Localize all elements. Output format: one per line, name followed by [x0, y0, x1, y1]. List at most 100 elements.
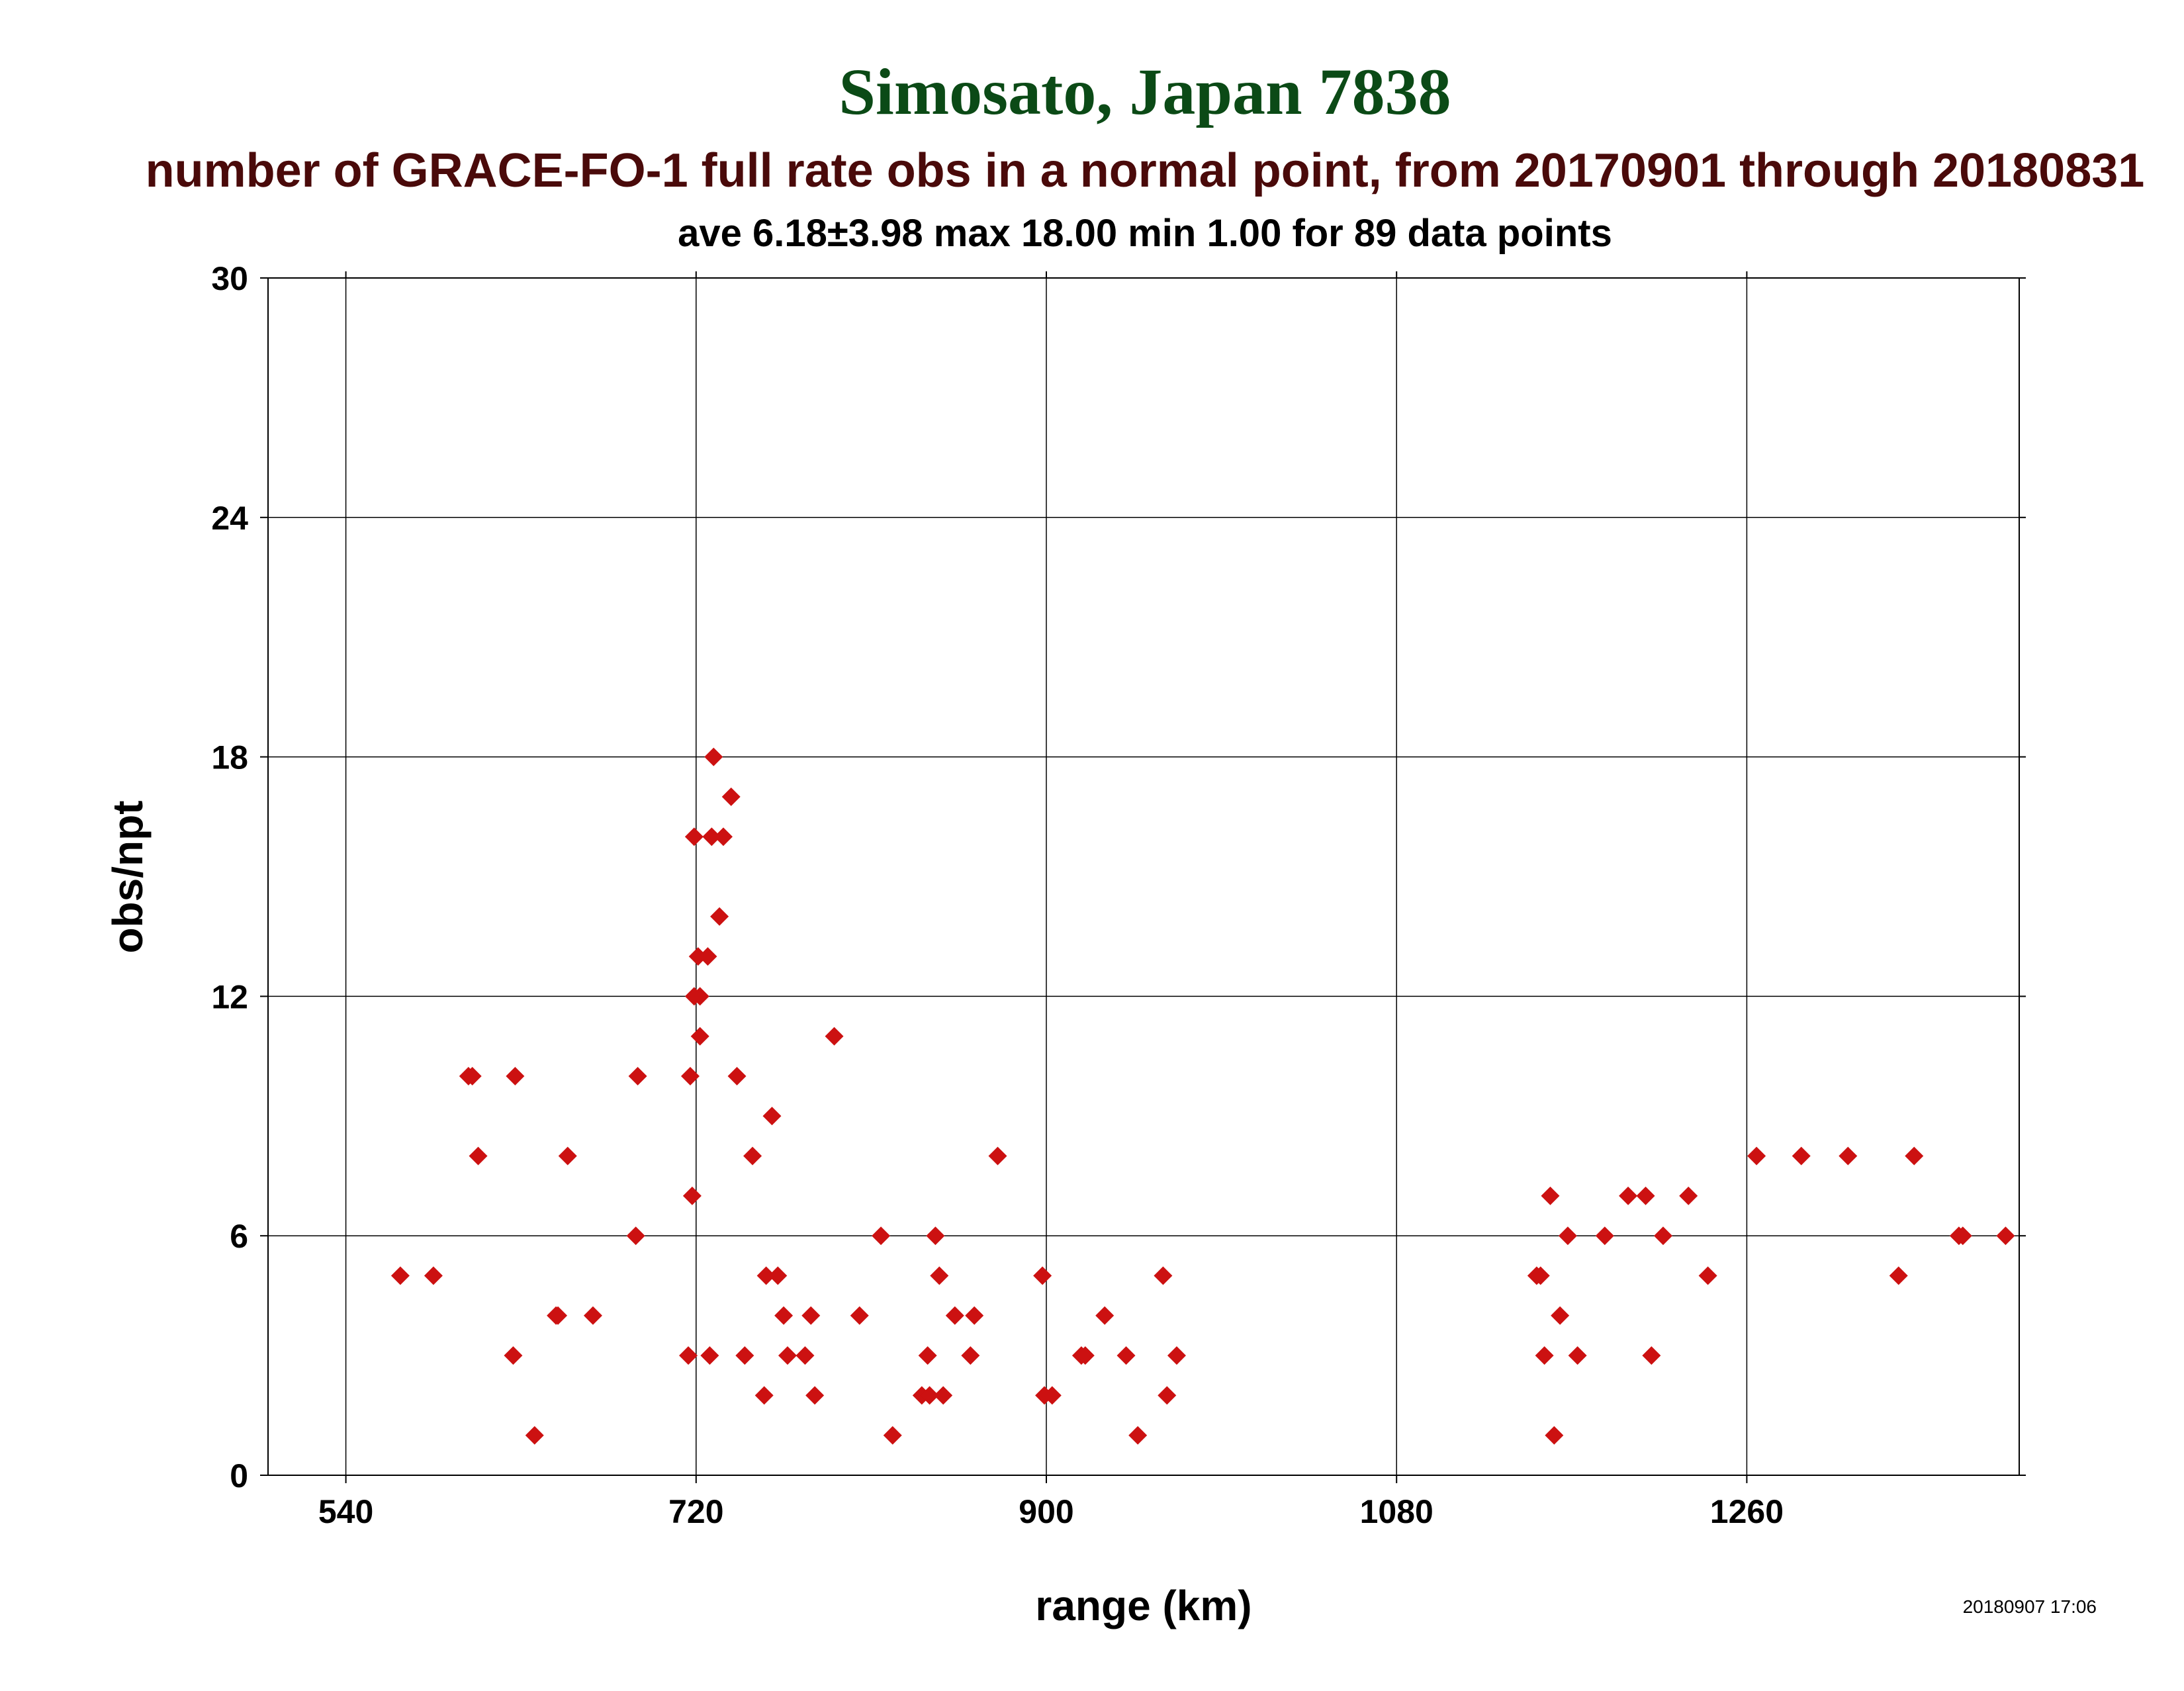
data-point	[713, 827, 733, 846]
data-point	[549, 1306, 568, 1325]
data-point	[762, 1107, 782, 1126]
data-point	[721, 787, 741, 806]
data-point	[774, 1306, 794, 1325]
data-point	[463, 1067, 482, 1085]
data-point	[1636, 1186, 1655, 1205]
data-point	[1953, 1226, 1972, 1246]
data-point	[930, 1266, 949, 1285]
data-point	[754, 1386, 774, 1405]
data-point	[679, 1346, 698, 1365]
data-point	[626, 1226, 645, 1246]
data-point	[690, 1027, 709, 1046]
data-point	[688, 947, 707, 966]
data-point	[934, 1386, 953, 1405]
data-point	[805, 1386, 825, 1405]
x-tick-label: 1080	[1360, 1493, 1433, 1530]
data-point	[525, 1426, 544, 1445]
data-point	[1839, 1146, 1858, 1165]
data-point	[945, 1306, 964, 1325]
data-point	[1642, 1346, 1661, 1365]
data-point	[1167, 1346, 1186, 1365]
data-point	[1075, 1346, 1095, 1365]
data-point	[918, 1346, 937, 1365]
data-point	[390, 1266, 410, 1285]
data-point	[1154, 1266, 1173, 1285]
chart-title: Simosato, Japan 7838	[839, 55, 1451, 128]
data-point	[1042, 1386, 1062, 1405]
data-point	[796, 1346, 815, 1365]
data-point	[825, 1027, 844, 1046]
chart-stats: ave 6.18±3.98 max 18.00 min 1.00 for 89 …	[678, 212, 1612, 255]
data-point	[1116, 1346, 1136, 1365]
data-point	[756, 1266, 776, 1285]
data-point	[424, 1266, 443, 1285]
data-point	[1545, 1426, 1564, 1445]
data-point	[506, 1067, 525, 1085]
data-point	[850, 1306, 869, 1325]
data-point	[1595, 1226, 1614, 1246]
data-point	[1905, 1146, 1924, 1165]
data-point	[768, 1266, 788, 1285]
data-point	[1653, 1226, 1672, 1246]
data-point	[684, 827, 704, 846]
x-tick-label: 540	[318, 1493, 373, 1530]
points-layer	[390, 747, 2015, 1445]
data-point	[735, 1346, 754, 1365]
data-point	[988, 1146, 1007, 1165]
data-point	[1568, 1346, 1587, 1365]
y-tick-label: 30	[211, 260, 248, 297]
data-point	[1128, 1426, 1148, 1445]
data-point	[698, 947, 717, 966]
data-point	[1551, 1306, 1570, 1325]
data-point	[1619, 1186, 1638, 1205]
data-point	[872, 1226, 891, 1246]
chart-subtitle: number of GRACE-FO-1 full rate obs in a …	[146, 144, 2145, 197]
data-point	[727, 1067, 747, 1085]
data-point	[1889, 1266, 1908, 1285]
data-point	[628, 1067, 647, 1085]
data-point	[1679, 1186, 1698, 1205]
data-point	[926, 1226, 945, 1246]
data-point	[702, 827, 721, 846]
data-point	[583, 1306, 602, 1325]
grid-layer	[268, 278, 2019, 1475]
data-point	[504, 1346, 523, 1365]
data-point	[1033, 1266, 1052, 1285]
data-point	[1535, 1346, 1554, 1365]
data-point	[1095, 1306, 1115, 1325]
timestamp: 20180907 17:06	[1963, 1596, 2097, 1617]
data-point	[961, 1346, 980, 1365]
data-point	[1747, 1146, 1766, 1165]
data-point	[1541, 1186, 1560, 1205]
data-point	[778, 1346, 797, 1365]
data-point	[1698, 1266, 1717, 1285]
data-point	[710, 907, 729, 926]
data-point	[690, 987, 709, 1006]
data-point	[704, 747, 723, 766]
y-tick-label: 0	[230, 1457, 248, 1494]
data-point	[1558, 1226, 1577, 1246]
y-tick-label: 6	[230, 1218, 248, 1255]
data-point	[680, 1067, 700, 1085]
y-tick-label: 12	[211, 978, 248, 1015]
data-point	[965, 1306, 984, 1325]
data-point	[1792, 1146, 1811, 1165]
data-point	[682, 1186, 702, 1205]
data-point	[469, 1146, 488, 1165]
data-point	[1158, 1386, 1177, 1405]
x-tick-label: 900	[1019, 1493, 1073, 1530]
y-tick-label: 24	[211, 500, 248, 537]
data-point	[743, 1146, 762, 1165]
data-point	[883, 1426, 902, 1445]
x-axis-label: range (km)	[1035, 1582, 1251, 1629]
x-tick-label: 720	[668, 1493, 723, 1530]
data-point	[1531, 1266, 1550, 1285]
data-point	[558, 1146, 577, 1165]
plot-frame	[267, 277, 2020, 1476]
data-point	[700, 1346, 719, 1365]
x-tick-label: 1260	[1710, 1493, 1784, 1530]
data-point	[920, 1386, 939, 1405]
